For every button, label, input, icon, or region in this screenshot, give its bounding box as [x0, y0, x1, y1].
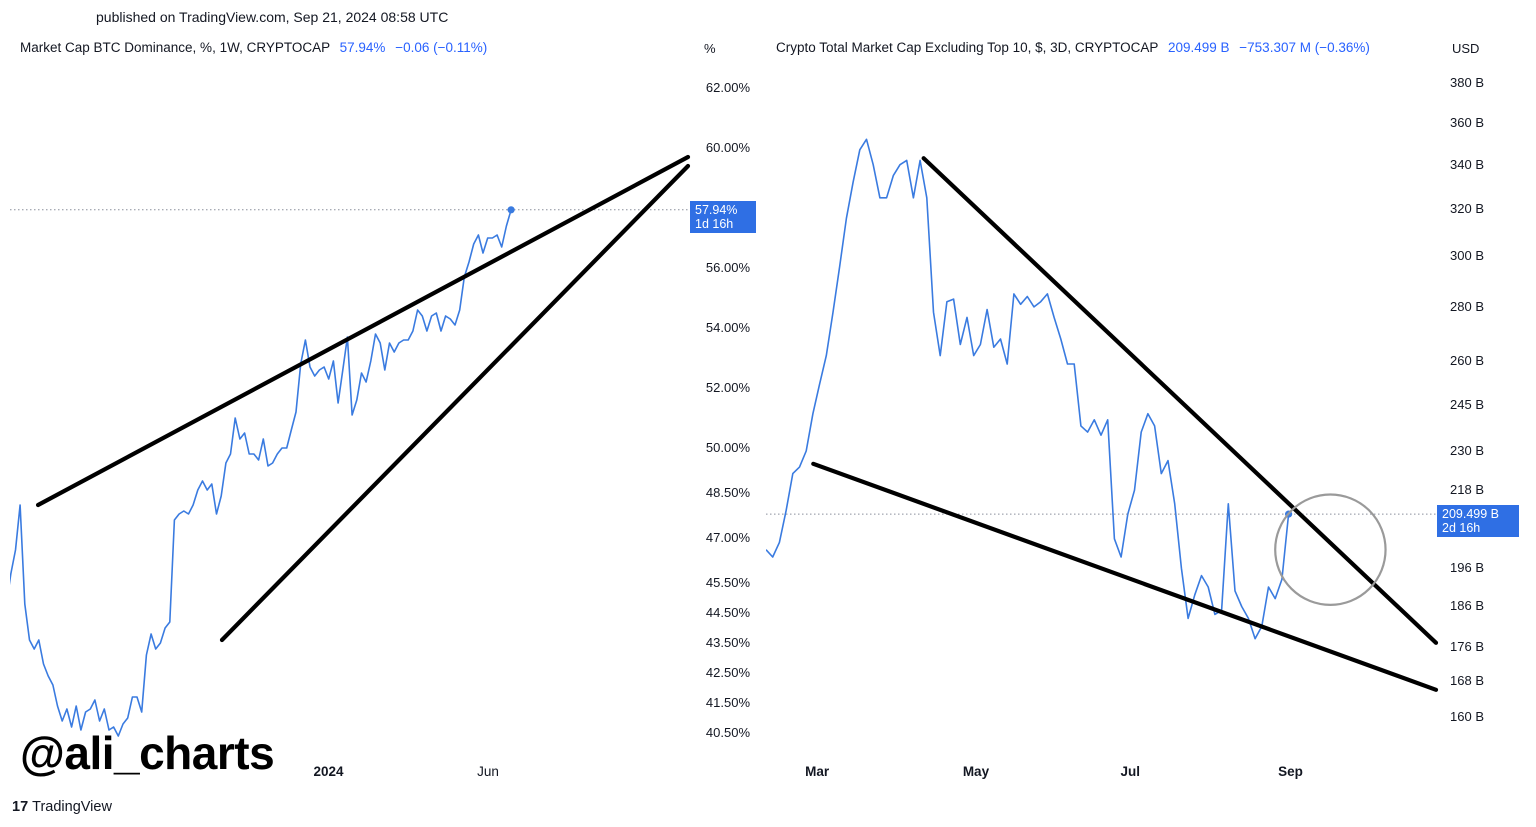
right-chart-title: Crypto Total Market Cap Excluding Top 10…: [776, 40, 1370, 55]
price-tag-value: 209.499 B: [1442, 507, 1499, 522]
y-tick-label: 60.00%: [705, 140, 750, 155]
y-tick-label: 176 B: [1450, 638, 1484, 654]
left-chart-last-value: 57.94%: [339, 40, 386, 55]
y-tick-label: 168 B: [1450, 673, 1484, 689]
y-tick-label: 230 B: [1450, 442, 1484, 458]
y-tick-label: 43.50%: [705, 635, 750, 650]
price-tag-countdown: 2d 16h: [1442, 521, 1481, 536]
left-chart-change: −0.06 (−0.11%): [395, 40, 488, 55]
price-tag: 209.499 B 2d 16h: [1437, 505, 1519, 538]
y-tick-label: 260 B: [1450, 353, 1484, 369]
y-tick-label: 40.50%: [705, 725, 750, 740]
y-tick-label: 48.50%: [705, 485, 750, 500]
y-tick-label: 280 B: [1450, 298, 1484, 314]
y-tick-label: 47.00%: [705, 530, 750, 545]
tradingview-logo-text: TradingView: [32, 799, 112, 815]
y-tick-label: 300 B: [1450, 248, 1484, 264]
x-tick-label: Jun: [477, 764, 499, 779]
tradingview-logo[interactable]: 17 TradingView: [12, 799, 112, 815]
y-tick-label: 196 B: [1450, 560, 1484, 576]
highlight-circle: [1274, 493, 1387, 606]
right-y-unit: USD: [1452, 41, 1480, 56]
y-tick-label: 56.00%: [705, 260, 750, 275]
published-note: published on TradingView.com, Sep 21, 20…: [96, 9, 449, 25]
price-tag-value: 57.94%: [695, 202, 738, 217]
x-tick-label: Mar: [805, 764, 830, 779]
y-tick-label: 340 B: [1450, 156, 1484, 172]
right-chart-name: Crypto Total Market Cap Excluding Top 10…: [776, 40, 1159, 55]
x-tick-label: Sep: [1278, 764, 1303, 779]
y-tick-label: 54.00%: [705, 320, 750, 335]
y-tick-label: 360 B: [1450, 114, 1484, 130]
watermark: @ali_charts: [20, 727, 275, 779]
y-tick-label: 186 B: [1450, 598, 1484, 614]
y-tick-label: 42.50%: [705, 665, 750, 680]
y-tick-label: 52.00%: [705, 380, 750, 395]
left-chart-title: Market Cap BTC Dominance, %, 1W, CRYPTOC…: [20, 40, 487, 55]
y-tick-label: 320 B: [1450, 201, 1484, 217]
right-chart-last-value: 209.499 B: [1167, 40, 1230, 55]
y-tick-label: 380 B: [1450, 75, 1484, 91]
y-tick-label: 41.50%: [705, 695, 750, 710]
series-line: [10, 209, 512, 737]
y-tick-label: 50.00%: [705, 440, 750, 455]
last-point-marker: [507, 206, 515, 214]
price-tag: 57.94% 1d 16h: [690, 200, 756, 233]
y-tick-label: 44.50%: [705, 605, 750, 620]
y-tick-label: 160 B: [1450, 708, 1484, 724]
trendline[interactable]: [219, 163, 691, 643]
chart-right[interactable]: [766, 138, 1439, 692]
trendline[interactable]: [811, 461, 1439, 692]
x-tick-label: 2024: [313, 764, 344, 779]
trendline[interactable]: [35, 154, 691, 508]
y-tick-label: 218 B: [1450, 482, 1484, 498]
series-line: [766, 138, 1290, 640]
tradingview-logo-icon: 17: [12, 799, 29, 815]
left-y-unit: %: [704, 41, 716, 56]
y-tick-label: 62.00%: [705, 80, 750, 95]
y-tick-label: 45.50%: [705, 575, 750, 590]
x-tick-label: May: [962, 764, 990, 779]
y-tick-label: 245 B: [1450, 396, 1484, 412]
right-chart-change: −753.307 M (−0.36%): [1239, 40, 1370, 55]
left-chart-name: Market Cap BTC Dominance, %, 1W, CRYPTOC…: [20, 40, 330, 55]
price-tag-countdown: 1d 16h: [695, 216, 734, 231]
trendline[interactable]: [921, 156, 1439, 645]
x-tick-label: Jul: [1120, 764, 1140, 779]
chart-left[interactable]: [6, 154, 691, 737]
